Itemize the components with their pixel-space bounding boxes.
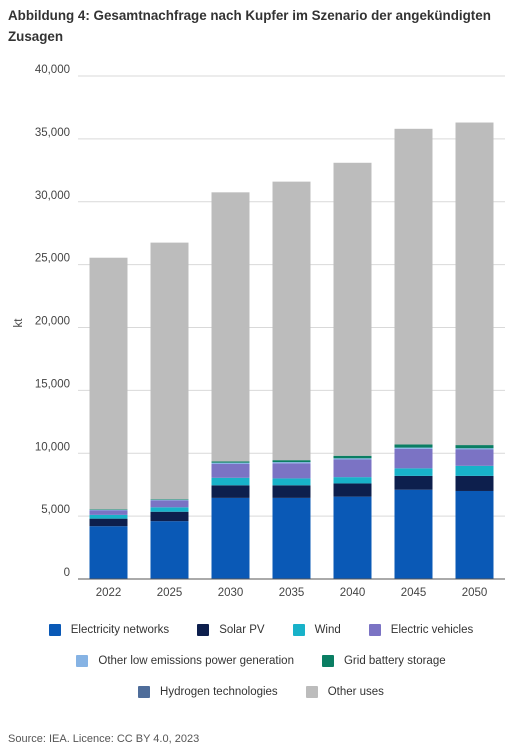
x-tick-label: 2050	[462, 587, 488, 599]
x-tick-label: 2022	[96, 587, 122, 599]
legend-label: Grid battery storage	[343, 655, 446, 667]
bar-segment	[150, 242, 189, 500]
bar-segment	[211, 192, 250, 462]
legend-label: Hydrogen technologies	[160, 686, 278, 698]
legend-swatch	[368, 624, 381, 636]
bar-segment	[89, 509, 128, 511]
bar-segment	[211, 485, 250, 498]
bar-segment	[333, 455, 372, 459]
legend-item-solar-pv: Solar PV	[197, 624, 265, 636]
legend-swatch	[292, 624, 305, 636]
legend-row-1: Electricity networks Solar PV Wind Elect…	[0, 620, 522, 640]
x-tick-label: 2035	[279, 587, 305, 599]
bar-segment	[150, 511, 189, 522]
legend-label: Electricity networks	[70, 624, 170, 636]
bar-segment	[333, 496, 372, 579]
bar-segment	[211, 463, 250, 478]
source-note: Source: IEA. Licence: CC BY 4.0, 2023	[8, 733, 200, 745]
bar-segment	[455, 475, 494, 491]
bar-segment	[455, 448, 494, 450]
bar-segment	[333, 483, 372, 497]
chart-title: Abbildung 4: Gesamtnachfrage nach Kupfer…	[8, 8, 491, 44]
bar-segment	[455, 465, 494, 476]
bar-segment	[394, 128, 433, 445]
legend-row-3: Hydrogen technologies Other uses	[0, 682, 522, 702]
bar-segment	[150, 521, 189, 579]
bar-segment	[272, 478, 311, 486]
legend-item-other-low-emissions: Other low emissions power generation	[76, 655, 294, 667]
legend-item-electric-vehicles: Electric vehicles	[368, 624, 474, 636]
bar-segment	[272, 463, 311, 479]
bar-segment	[333, 458, 372, 460]
legend-item-electricity-networks: Electricity networks	[48, 624, 170, 636]
bar-segment	[272, 497, 311, 579]
bar-segment	[89, 257, 128, 510]
bar-segment	[455, 445, 494, 449]
bar-segment	[455, 490, 494, 579]
bar-segment	[89, 526, 128, 579]
bar-segment	[394, 475, 433, 490]
bar-segment	[150, 499, 189, 501]
bar-segment	[333, 477, 372, 484]
legend-swatch	[305, 686, 318, 698]
legend-swatch	[48, 624, 61, 636]
bar-segment	[150, 507, 189, 512]
legend-label: Electric vehicles	[390, 624, 474, 636]
bar-segment	[333, 162, 372, 456]
x-tick-label: 2025	[157, 587, 183, 599]
bar-segment	[394, 468, 433, 476]
x-tick-label: 2040	[340, 587, 366, 599]
legend-item-hydrogen-technologies: Hydrogen technologies	[138, 686, 278, 698]
legend-item-wind: Wind	[292, 624, 341, 636]
bar-segment	[150, 499, 189, 500]
y-tick-label: 35,000	[35, 127, 70, 139]
x-tick-label: 2045	[401, 587, 427, 599]
bar-segment	[272, 460, 311, 463]
bar-segment	[455, 122, 494, 446]
y-tick-label: 10,000	[35, 441, 70, 453]
bar-segment	[272, 485, 311, 498]
bar-segment	[394, 489, 433, 579]
bar-segment	[394, 448, 433, 469]
bar-segment	[394, 444, 433, 448]
y-tick-label: 15,000	[35, 378, 70, 390]
y-tick-label: 20,000	[35, 316, 70, 328]
bar-segment	[89, 514, 128, 519]
legend-item-other-uses: Other uses	[305, 686, 384, 698]
bar-segment	[211, 461, 250, 463]
bar-segment	[455, 449, 494, 466]
legend-label: Other low emissions power generation	[98, 655, 294, 667]
bar-segment	[150, 500, 189, 508]
stacked-bar-chart: 0 5,000 10,000 15,000 20,000 25,000 30,000 35,0…	[13, 64, 505, 599]
legend-item-grid-battery-storage: Grid battery storage	[321, 655, 446, 667]
legend-label: Wind	[314, 624, 341, 636]
x-tick-label: 2030	[218, 587, 244, 599]
bar-segment	[211, 497, 250, 579]
bar-segment	[272, 181, 311, 461]
y-axis-label: kt	[13, 318, 25, 328]
legend-swatch	[76, 655, 89, 667]
bar-segment	[211, 462, 250, 464]
y-tick-label: 25,000	[35, 253, 70, 265]
legend: Electricity networks Solar PV Wind Elect…	[0, 620, 522, 713]
legend-swatch	[138, 686, 151, 698]
bar-segment	[89, 509, 128, 510]
bar-segment	[89, 510, 128, 515]
y-tick-label: 30,000	[35, 190, 70, 202]
legend-label: Other uses	[327, 686, 384, 698]
legend-swatch	[321, 655, 334, 667]
bar-segment	[394, 447, 433, 449]
bar-segment	[211, 477, 250, 486]
legend-swatch	[197, 624, 210, 636]
y-tick-label: 0	[64, 567, 70, 579]
legend-row-2: Other low emissions power generation Gri…	[0, 651, 522, 671]
bar-segment	[333, 459, 372, 478]
bar-segment	[89, 518, 128, 527]
legend-label: Solar PV	[219, 624, 265, 636]
y-tick-label: 5,000	[41, 504, 70, 516]
y-tick-label: 40,000	[35, 64, 70, 76]
bar-segment	[272, 462, 311, 464]
